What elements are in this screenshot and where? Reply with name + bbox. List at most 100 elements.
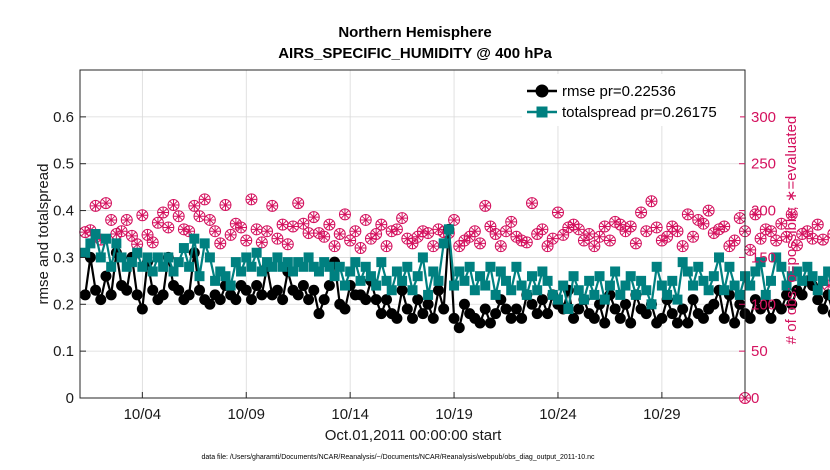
y-tick-label: 0.3 [53,249,74,266]
evaluated-obs-point [256,236,268,248]
rmse-point [90,284,102,296]
evaluated-obs-point [749,208,761,220]
evaluated-obs-point [245,193,257,205]
evaluated-obs-point [422,227,434,239]
evaluated-obs-point [235,221,247,233]
evaluated-obs-point [666,221,678,233]
totalspread-point [443,224,454,235]
totalspread-point [350,257,361,268]
evaluated-obs-point [817,234,829,246]
rmse-point [396,284,408,296]
totalspread-point [313,266,324,277]
evaluated-obs-point [531,228,543,240]
totalspread-point [776,261,787,272]
rmse-point [79,289,91,301]
rmse-point [292,289,304,301]
evaluated-obs-point [100,197,112,209]
x-tick-label: 10/09 [227,406,265,423]
evaluated-obs-point [110,228,122,240]
rmse-point [297,280,309,292]
totalspread-point [324,261,335,272]
evaluated-obs-point [661,231,673,243]
totalspread-point [630,289,641,300]
totalspread-point [365,271,376,282]
totalspread-point [376,257,387,268]
evaluated-obs-point [604,235,616,247]
rmse-point [100,270,112,282]
rmse-point [370,294,382,306]
totalspread-point [371,280,382,291]
totalspread-point [381,275,392,286]
totalspread-point [397,275,408,286]
evaluated-obs-point [225,229,237,241]
totalspread-point [293,257,304,268]
rmse-point [214,294,226,306]
rmse-point [718,312,730,324]
rmse-point [505,312,517,324]
evaluated-obs-point [801,225,813,237]
rmse-point [708,298,720,310]
totalspread-point [786,271,797,282]
rmse-point [500,303,512,315]
rmse-point [827,309,830,319]
evaluated-obs-point [209,225,221,237]
evaluated-obs-point [765,225,777,237]
evaluated-obs-point [381,240,393,252]
totalspread-point [698,275,709,286]
totalspread-point [703,285,714,296]
totalspread-point [241,252,252,263]
totalspread-point [308,261,319,272]
rmse-point [407,312,418,324]
legend-box [522,74,740,126]
x-tick-label: 10/14 [331,406,369,423]
totalspread-point [641,285,652,296]
rmse-point [729,317,741,329]
evaluated-obs-point [214,237,226,249]
evaluated-obs-point [318,231,330,243]
evaluated-obs-point [464,231,476,243]
totalspread-point [667,275,678,286]
totalspread-point [391,266,402,277]
evaluated-obs-point [723,240,735,252]
legend-spread-marker [536,106,548,118]
footnote: data file: /Users/gharamti/Documents/NCA… [201,454,595,461]
totalspread-point [184,261,195,272]
rmse-point [484,317,496,329]
rmse-point [749,294,761,306]
y-right-tick-label: 250 [751,156,776,173]
totalspread-point [199,238,210,249]
evaluated-obs-point [116,225,128,237]
evaluated-obs-point [490,228,502,240]
totalspread-point [750,266,761,277]
totalspread-point [791,266,802,277]
totalspread-point [100,233,111,244]
totalspread-point [724,261,735,272]
y-right-tick-label: 100 [751,296,776,313]
totalspread-point [734,289,745,300]
rmse-point [323,280,335,292]
evaluated-obs-point [131,238,143,250]
rmse-point [744,312,756,324]
totalspread-point [339,280,350,291]
totalspread-point [604,280,615,291]
evaluated-obs-point [90,200,102,212]
totalspread-point [137,261,148,272]
rmse-point [656,312,668,324]
evaluated-obs-point [375,219,387,231]
rmse-point [568,312,580,324]
totalspread-point [126,257,137,268]
rmse-point [490,308,502,320]
totalspread-point [345,266,356,277]
evaluated-obs-point [121,214,133,226]
y-tick-label: 0.2 [53,296,74,313]
totalspread-point [558,280,569,291]
totalspread-point [407,285,418,296]
evaluated-obs-point [484,221,496,233]
totalspread-point [812,285,823,296]
rmse-point [391,312,403,324]
evaluated-obs-point [521,236,533,248]
totalspread-point [246,261,257,272]
totalspread-series [80,224,830,314]
evaluated-obs-point [599,221,611,233]
totalspread-point [797,275,808,286]
